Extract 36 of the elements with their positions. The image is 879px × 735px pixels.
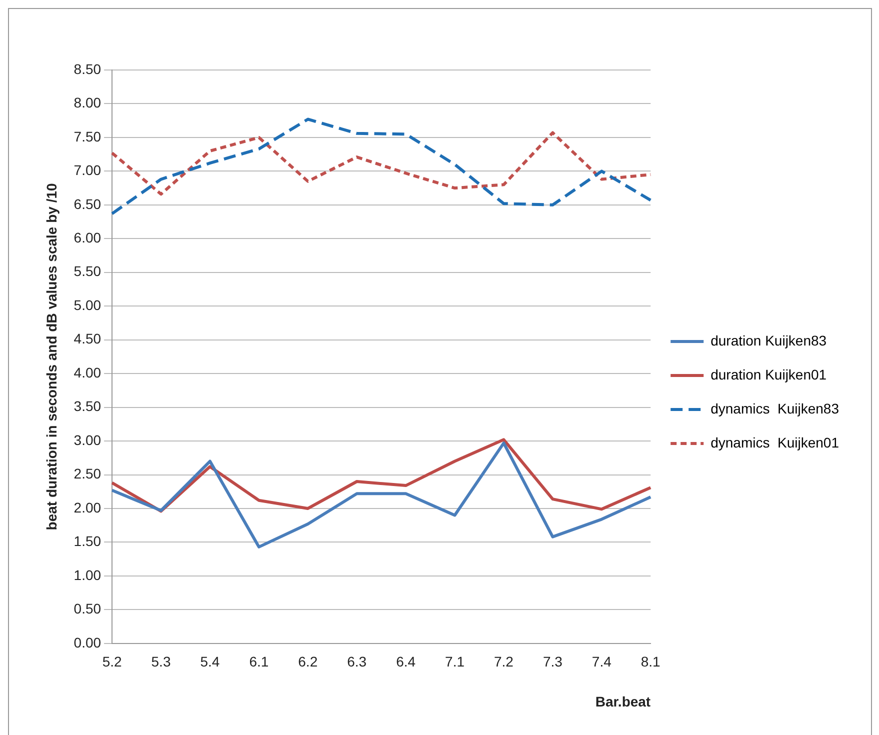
- legend-label: dynamics Kuijken83: [710, 400, 840, 416]
- x-tick-label: 6.3: [347, 654, 367, 670]
- y-tick-label: 5.50: [74, 263, 102, 280]
- x-tick-label: 7.4: [592, 654, 612, 670]
- y-tick-label: 4.50: [74, 330, 102, 347]
- y-tick-label: 7.50: [74, 128, 102, 144]
- x-tick-label: 5.2: [102, 654, 122, 670]
- x-tick-label: 8.1: [640, 654, 661, 670]
- y-axis-title: beat duration in seconds and dB values scale by /10: [43, 182, 60, 530]
- y-tick-label: 2.00: [74, 499, 102, 516]
- legend-label: duration Kuijken83: [710, 332, 827, 348]
- y-tick-label: 2.50: [74, 466, 102, 482]
- y-tick-label: 5.00: [74, 296, 102, 313]
- x-tick-label: 5.4: [200, 654, 220, 670]
- y-tick-label: 3.00: [74, 432, 102, 448]
- y-tick-label: 3.50: [74, 398, 102, 414]
- x-tick-label: 7.1: [445, 654, 465, 670]
- x-axis-title: Bar.beat: [595, 693, 651, 710]
- legend-label: dynamics Kuijken01: [710, 434, 840, 450]
- x-tick-label: 7.2: [494, 654, 514, 670]
- x-tick-label: 6.2: [298, 654, 318, 670]
- y-tick-label: 6.50: [74, 196, 102, 212]
- y-tick-label: 1.00: [74, 566, 102, 583]
- x-tick-label: 6.4: [396, 654, 416, 670]
- x-tick-label: 7.3: [542, 654, 563, 670]
- x-tick-label: 6.1: [249, 654, 269, 670]
- y-tick-label: 6.00: [74, 230, 102, 246]
- y-tick-label: 0.50: [74, 600, 102, 617]
- y-tick-label: 0.00: [74, 634, 102, 650]
- legend-label: duration Kuijken01: [710, 366, 827, 382]
- x-tick-label: 5.3: [151, 654, 171, 670]
- y-tick-label: 8.00: [74, 94, 102, 111]
- y-tick-label: 8.50: [74, 60, 102, 77]
- y-tick-label: 4.00: [74, 364, 102, 380]
- y-tick-label: 7.00: [74, 162, 102, 178]
- y-tick-label: 1.50: [74, 533, 102, 550]
